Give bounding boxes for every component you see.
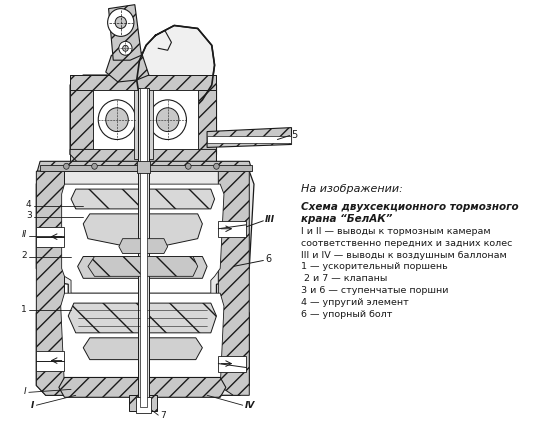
Polygon shape	[36, 171, 65, 395]
Polygon shape	[83, 338, 203, 360]
Text: 3 и 6 — ступенчатые поршни: 3 и 6 — ступенчатые поршни	[301, 286, 449, 295]
Bar	[140, 88, 147, 407]
Circle shape	[185, 163, 191, 169]
Text: 1: 1	[21, 304, 27, 314]
Text: крана “БелАК”: крана “БелАК”	[301, 214, 392, 224]
Bar	[138, 92, 148, 157]
Text: 2: 2	[21, 251, 27, 260]
Polygon shape	[218, 171, 249, 395]
Text: 2 и 7 — клапаны: 2 и 7 — клапаны	[301, 274, 387, 283]
Polygon shape	[59, 378, 226, 397]
Bar	[207, 136, 291, 144]
Polygon shape	[198, 75, 217, 164]
Bar	[40, 165, 252, 171]
Polygon shape	[109, 5, 141, 60]
Bar	[138, 88, 149, 407]
Text: 4 — упругий элемент: 4 — упругий элемент	[301, 298, 408, 307]
Circle shape	[108, 8, 134, 36]
Polygon shape	[70, 75, 217, 90]
Text: I и II — выводы к тормозным камерам: I и II — выводы к тормозным камерам	[301, 227, 490, 236]
Circle shape	[92, 163, 97, 169]
Bar	[137, 161, 150, 173]
Bar	[218, 221, 247, 237]
Text: III: III	[265, 215, 275, 224]
Bar	[36, 227, 65, 247]
Circle shape	[123, 45, 128, 51]
Text: IV: IV	[244, 401, 255, 410]
Circle shape	[214, 163, 219, 169]
Polygon shape	[70, 75, 93, 164]
Circle shape	[119, 41, 132, 55]
Polygon shape	[119, 239, 167, 253]
Text: 6: 6	[265, 254, 271, 264]
Bar	[36, 351, 65, 370]
Text: III и IV — выводы к воздушным баллонам: III и IV — выводы к воздушным баллонам	[301, 250, 507, 260]
Bar	[136, 397, 151, 413]
Polygon shape	[106, 52, 149, 82]
Polygon shape	[37, 161, 252, 171]
Text: 6 — упорный болт: 6 — упорный болт	[301, 310, 392, 319]
Polygon shape	[78, 256, 207, 278]
Circle shape	[149, 100, 186, 139]
Bar	[93, 90, 198, 149]
Polygon shape	[137, 26, 215, 122]
Text: II: II	[22, 230, 27, 239]
Text: соответственно передних и задних колес: соответственно передних и задних колес	[301, 239, 512, 248]
Circle shape	[106, 108, 128, 132]
Text: 3: 3	[26, 211, 32, 220]
Text: I: I	[23, 387, 26, 396]
Polygon shape	[70, 149, 217, 164]
Polygon shape	[70, 75, 217, 164]
Polygon shape	[61, 293, 224, 387]
Polygon shape	[71, 189, 215, 209]
Circle shape	[138, 156, 148, 166]
Circle shape	[64, 163, 69, 169]
Polygon shape	[83, 214, 203, 247]
Text: Схема двухсекционного тормозного: Схема двухсекционного тормозного	[301, 202, 518, 212]
Circle shape	[156, 108, 179, 132]
Text: I: I	[31, 401, 35, 410]
Text: 1 — ускорительный поршень: 1 — ускорительный поршень	[301, 262, 448, 272]
Polygon shape	[68, 303, 217, 333]
Text: 5: 5	[291, 130, 298, 139]
Bar	[129, 395, 157, 411]
Polygon shape	[36, 171, 254, 395]
Polygon shape	[207, 128, 291, 147]
Polygon shape	[62, 184, 224, 293]
Bar	[134, 90, 153, 159]
Bar	[218, 356, 247, 371]
Text: 4: 4	[26, 200, 32, 209]
Circle shape	[98, 100, 136, 139]
Polygon shape	[88, 256, 198, 276]
Text: 7: 7	[160, 410, 166, 420]
Circle shape	[115, 16, 127, 29]
Text: На изображении:: На изображении:	[301, 184, 403, 194]
